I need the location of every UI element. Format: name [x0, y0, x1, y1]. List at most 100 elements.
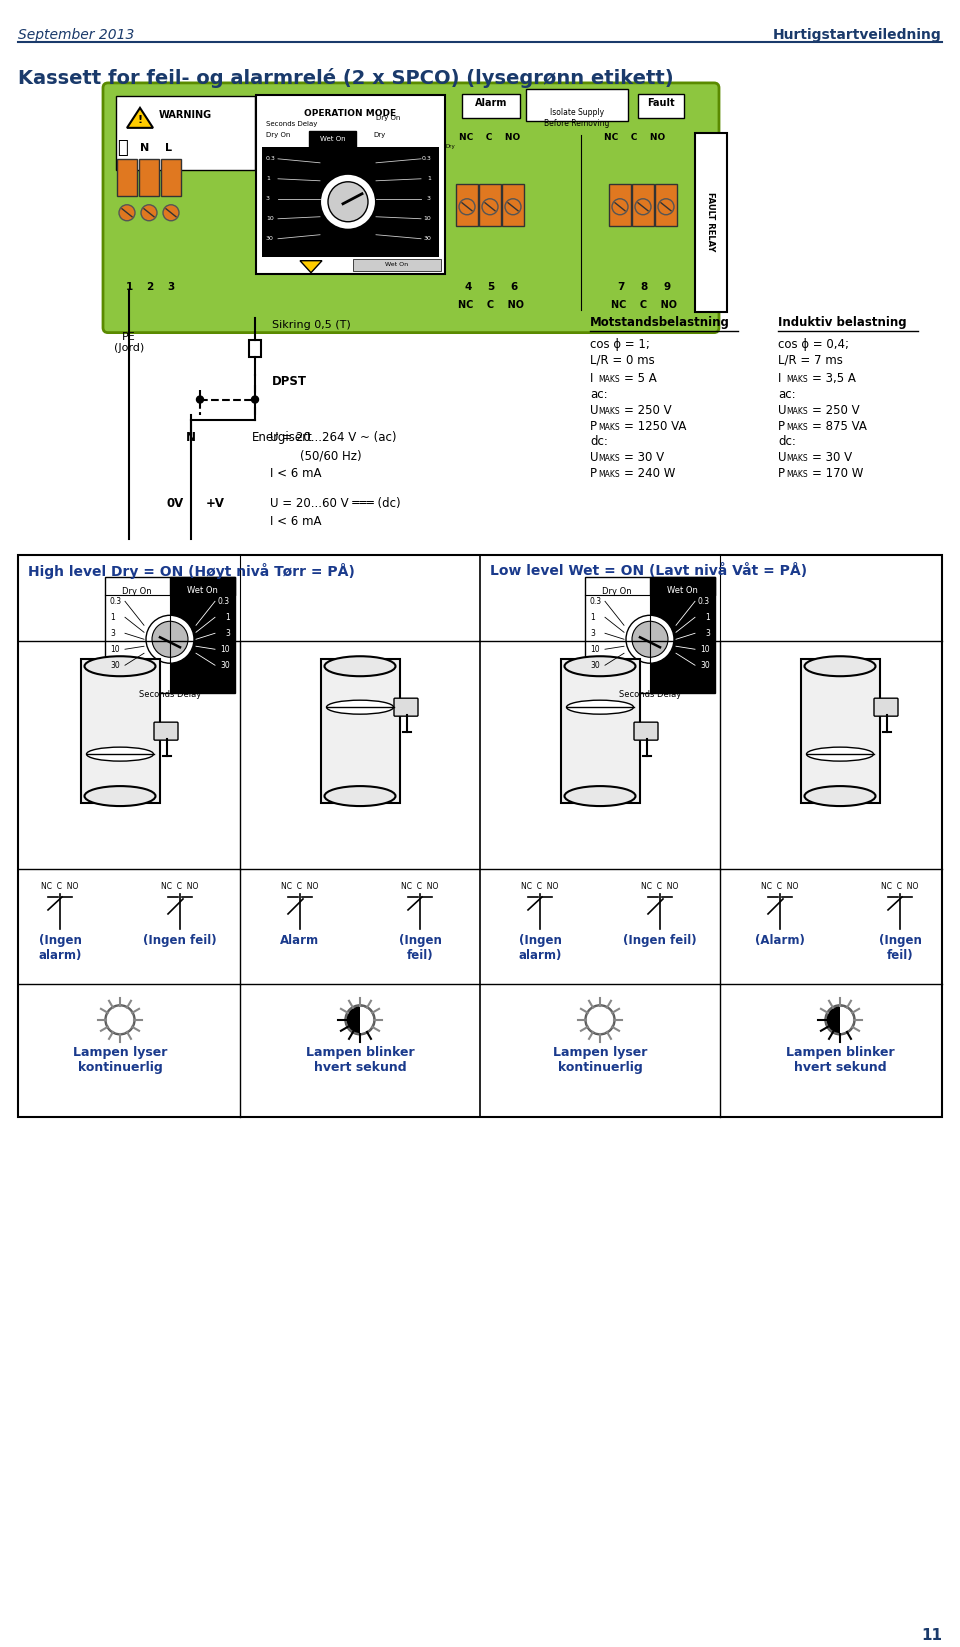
Ellipse shape	[804, 656, 876, 677]
Text: Seconds Delay: Seconds Delay	[619, 690, 682, 700]
Text: NC  C  NO: NC C NO	[761, 883, 799, 891]
Text: (Ingen
feil): (Ingen feil)	[878, 934, 922, 962]
Text: Kassett for feil- og alarmrelé (2 x SPCO) (lysegrønn etikett): Kassett for feil- og alarmrelé (2 x SPCO…	[18, 68, 674, 87]
Text: I < 6 mA: I < 6 mA	[270, 468, 322, 481]
Text: NC  C  NO: NC C NO	[161, 883, 199, 891]
Text: Wet On: Wet On	[666, 586, 697, 595]
Text: MAKS: MAKS	[598, 407, 619, 415]
Text: NC    C    NO: NC C NO	[605, 133, 665, 142]
Text: Alarm: Alarm	[280, 934, 320, 947]
Text: 3: 3	[590, 629, 595, 637]
Text: Dry On: Dry On	[376, 115, 400, 120]
Circle shape	[632, 621, 668, 657]
Text: !: !	[137, 115, 143, 125]
Text: NC  C  NO: NC C NO	[41, 883, 79, 891]
Text: Motstandsbelastning: Motstandsbelastning	[590, 316, 730, 329]
Ellipse shape	[84, 656, 156, 677]
Text: (Ingen
alarm): (Ingen alarm)	[518, 934, 562, 962]
Text: 0.3: 0.3	[266, 156, 276, 161]
Text: 4: 4	[465, 282, 471, 292]
Text: Energisert: Energisert	[252, 432, 313, 445]
Text: 3: 3	[427, 196, 431, 201]
Text: U: U	[778, 404, 786, 417]
Text: 3: 3	[706, 629, 710, 637]
Text: Induktiv belastning: Induktiv belastning	[778, 316, 906, 329]
Text: Fault: Fault	[647, 97, 675, 109]
FancyBboxPatch shape	[161, 158, 181, 196]
Text: I: I	[590, 372, 593, 384]
Text: Lampen lyser
kontinuerlig: Lampen lyser kontinuerlig	[553, 1046, 647, 1074]
Text: Wet On: Wet On	[321, 135, 346, 142]
Text: 0.3: 0.3	[698, 596, 710, 606]
Bar	[650, 595, 715, 693]
FancyBboxPatch shape	[655, 184, 677, 226]
Ellipse shape	[324, 786, 396, 805]
Circle shape	[658, 199, 674, 214]
Text: N: N	[140, 143, 150, 153]
Text: = 250 V: = 250 V	[624, 404, 672, 417]
Circle shape	[163, 204, 179, 221]
FancyBboxPatch shape	[321, 659, 400, 804]
Text: 30: 30	[700, 660, 710, 670]
Ellipse shape	[324, 656, 396, 677]
Text: = 30 V: = 30 V	[812, 451, 852, 464]
Text: 10: 10	[701, 644, 710, 654]
Text: Seconds Delay: Seconds Delay	[266, 120, 318, 127]
FancyBboxPatch shape	[695, 133, 727, 311]
Text: MAKS: MAKS	[598, 374, 619, 384]
Circle shape	[586, 1006, 614, 1034]
Text: 11: 11	[921, 1629, 942, 1644]
Ellipse shape	[564, 786, 636, 805]
Text: P: P	[590, 420, 597, 433]
Text: FAULT RELAY: FAULT RELAY	[707, 193, 715, 252]
Text: NC    C    NO: NC C NO	[460, 133, 520, 142]
Text: 5: 5	[488, 282, 494, 292]
FancyBboxPatch shape	[479, 184, 501, 226]
Text: 10: 10	[423, 216, 431, 221]
FancyBboxPatch shape	[154, 721, 178, 740]
Bar	[170, 578, 235, 595]
Text: L/R = 0 ms: L/R = 0 ms	[590, 354, 655, 367]
Text: 9: 9	[663, 282, 671, 292]
Bar	[585, 578, 715, 693]
Text: U = 20...264 V ~ (ac): U = 20...264 V ~ (ac)	[270, 432, 396, 445]
Text: 0.3: 0.3	[421, 156, 431, 161]
FancyBboxPatch shape	[103, 82, 719, 333]
Circle shape	[146, 616, 194, 664]
Text: MAKS: MAKS	[786, 407, 807, 415]
Text: = 170 W: = 170 W	[812, 468, 863, 481]
FancyBboxPatch shape	[632, 184, 654, 226]
Text: 30: 30	[266, 236, 274, 240]
Text: dc:: dc:	[778, 435, 796, 448]
Circle shape	[459, 199, 475, 214]
Circle shape	[141, 204, 157, 221]
Circle shape	[119, 204, 135, 221]
Text: OPERATION MODE: OPERATION MODE	[304, 109, 396, 119]
Bar	[170, 595, 235, 693]
Text: 30: 30	[110, 660, 120, 670]
Circle shape	[152, 621, 188, 657]
Text: 3: 3	[266, 196, 270, 201]
Text: P: P	[778, 420, 785, 433]
Text: +V: +V	[205, 497, 225, 511]
Text: MAKS: MAKS	[598, 423, 619, 432]
Ellipse shape	[84, 786, 156, 805]
Text: 10: 10	[590, 644, 600, 654]
Text: NC  C  NO: NC C NO	[281, 883, 319, 891]
Text: 0V: 0V	[166, 497, 183, 511]
Text: PE
(Jord): PE (Jord)	[114, 331, 144, 352]
Text: Wet On: Wet On	[385, 262, 409, 267]
Text: Dry On: Dry On	[122, 588, 152, 596]
Circle shape	[635, 199, 651, 214]
Text: = 5 A: = 5 A	[624, 372, 657, 384]
Text: 30: 30	[220, 660, 230, 670]
Text: = 250 V: = 250 V	[812, 404, 859, 417]
Text: Isolate Supply
Before Removing: Isolate Supply Before Removing	[544, 107, 610, 128]
Bar	[249, 339, 261, 357]
Ellipse shape	[326, 700, 394, 715]
Text: 1: 1	[226, 613, 230, 623]
Bar	[353, 259, 441, 270]
Text: Hurtigstartveiledning: Hurtigstartveiledning	[773, 28, 942, 41]
Text: NC  C  NO: NC C NO	[521, 883, 559, 891]
Text: MAKS: MAKS	[786, 423, 807, 432]
